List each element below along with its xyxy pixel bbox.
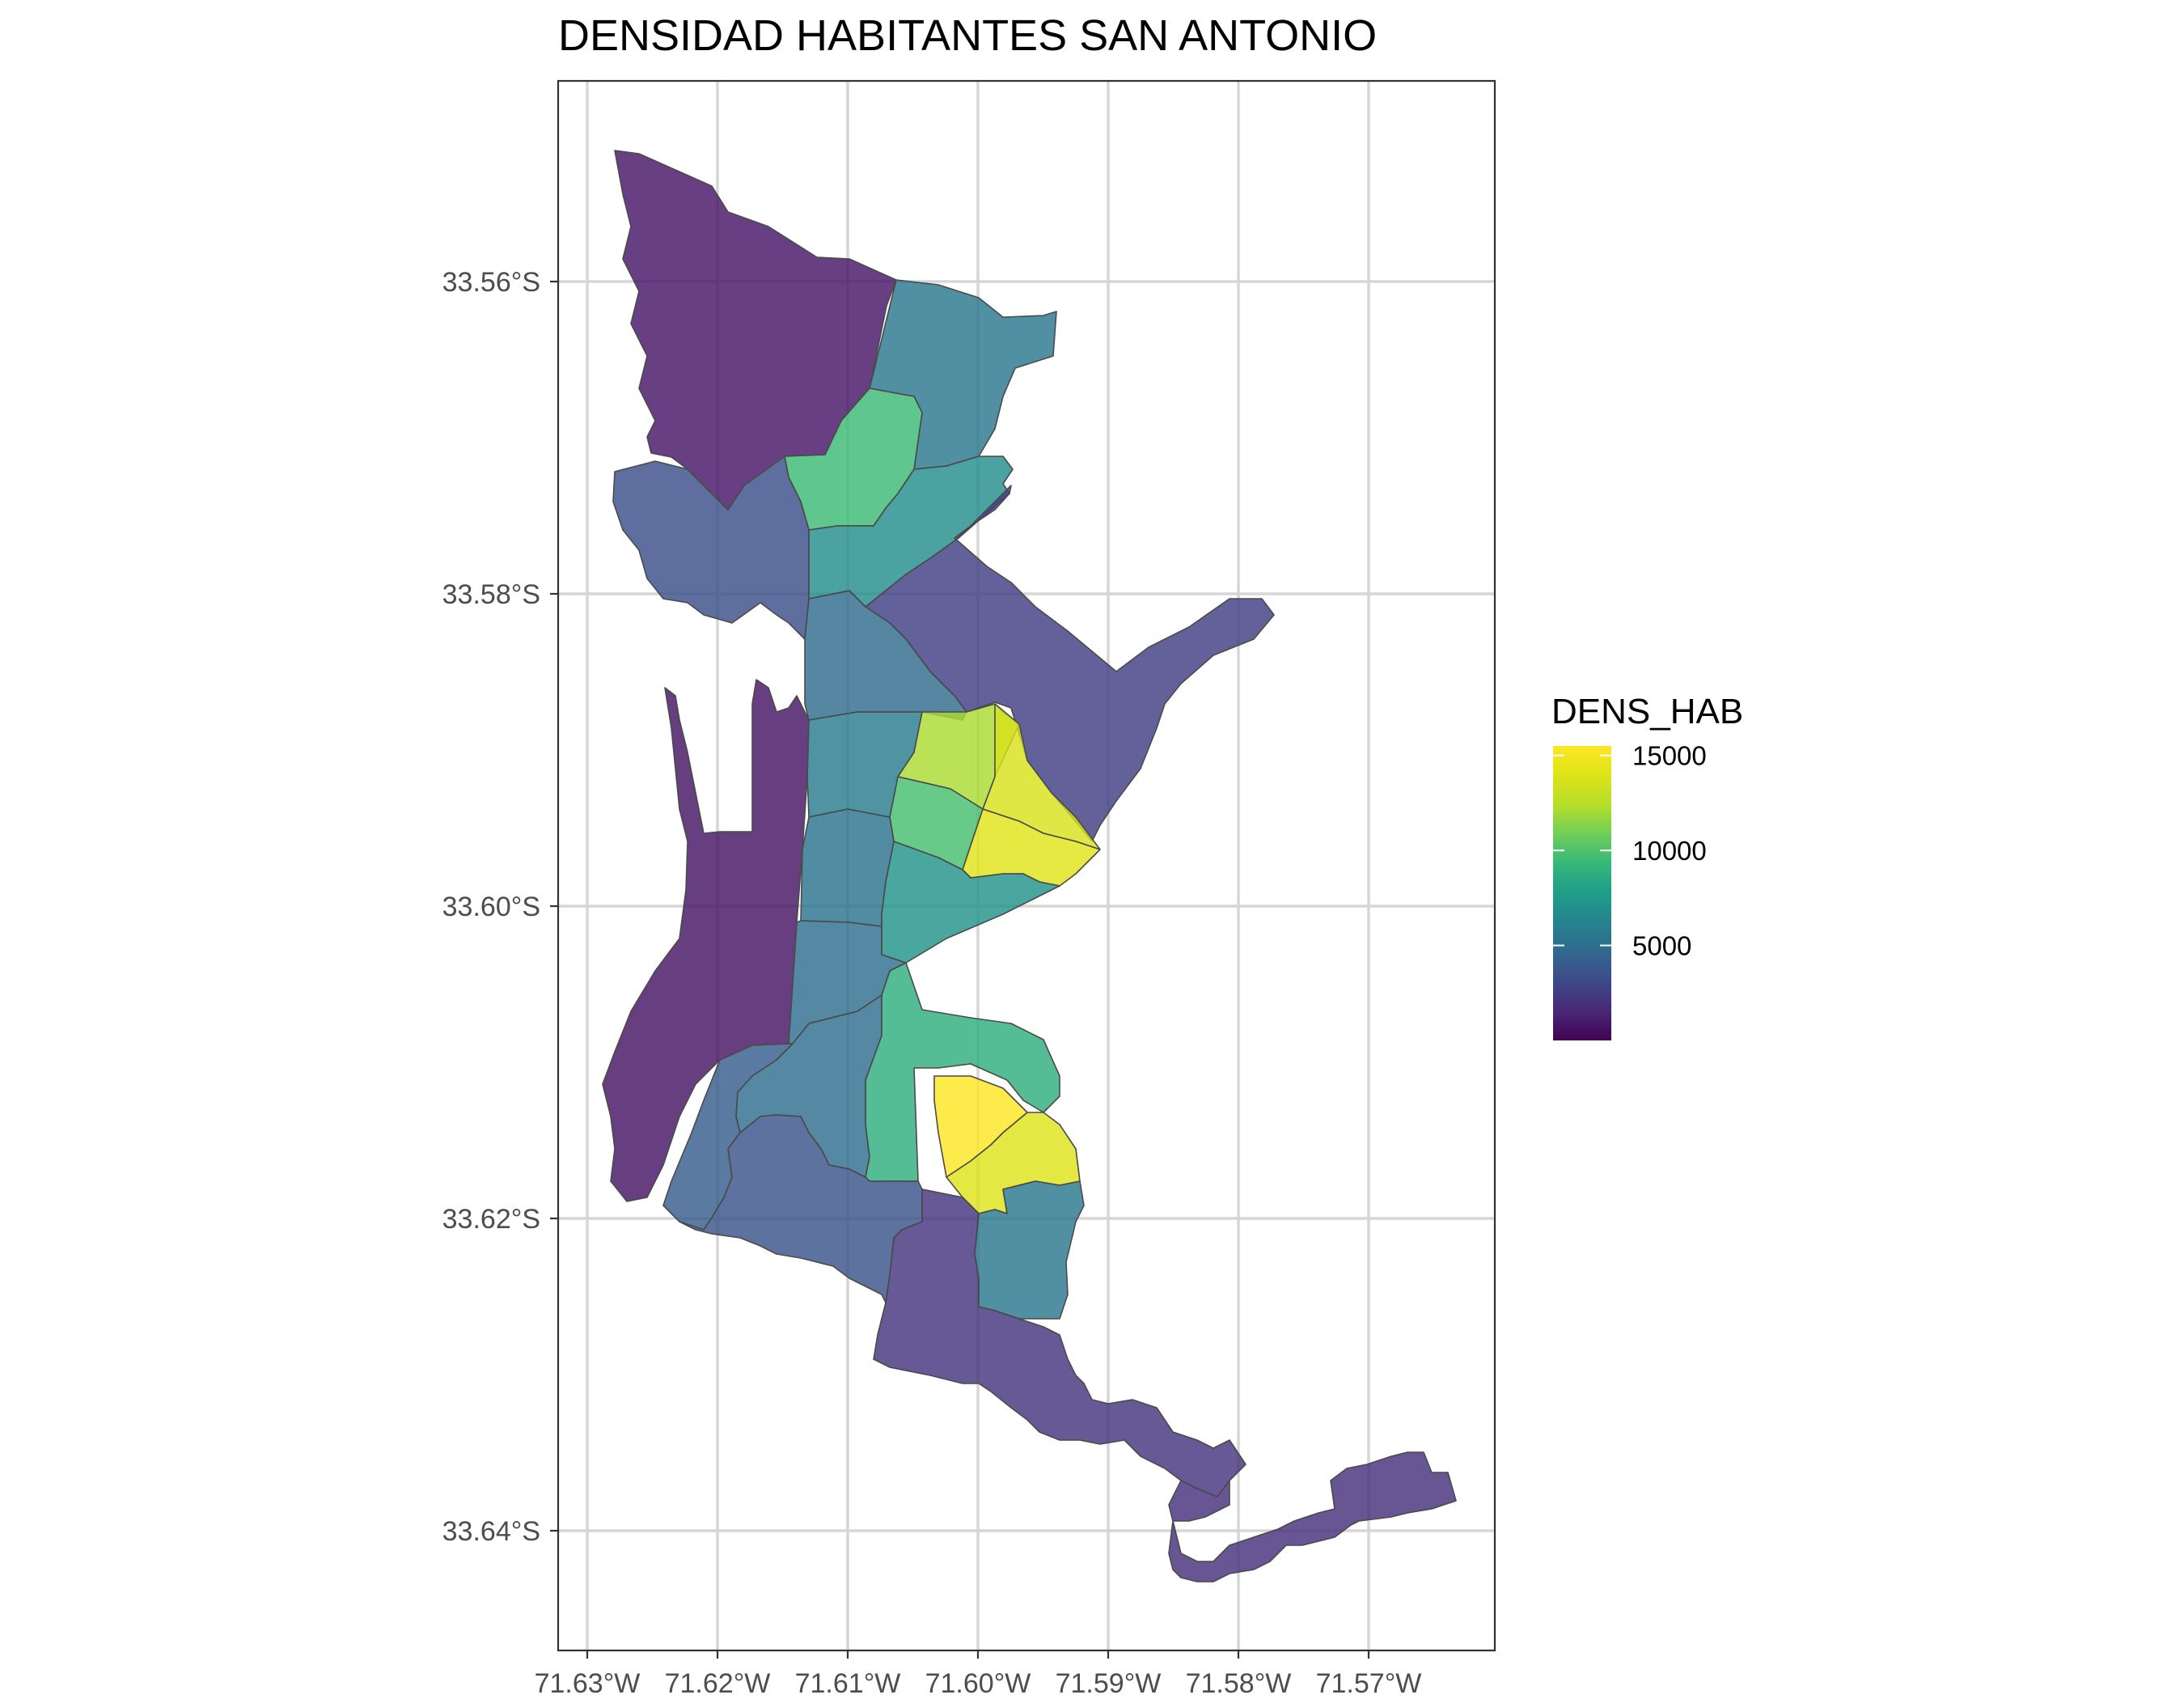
district-centre-strip-south: [800, 808, 895, 927]
y-tick-label: 33.64°S: [442, 1516, 540, 1547]
x-tick-label: 71.58°W: [1186, 1668, 1292, 1699]
x-tick-label: 71.63°W: [535, 1668, 641, 1699]
x-tick-label: 71.60°W: [925, 1668, 1031, 1699]
y-axis: 33.56°S 33.58°S 33.60°S 33.62°S 33.64°S: [442, 267, 558, 1547]
panel-border: [557, 79, 1496, 1652]
x-axis: 71.63°W 71.62°W 71.61°W 71.60°W 71.59°W …: [535, 1650, 1422, 1699]
x-tick-label: 71.61°W: [795, 1668, 901, 1699]
map-title: DENSIDAD HABITANTES SAN ANTONIO: [558, 11, 1377, 60]
district-far-south: [1168, 1451, 1457, 1582]
y-tick-label: 33.56°S: [442, 267, 540, 298]
y-tick-label: 33.60°S: [442, 892, 540, 922]
district-south-east-band: [865, 962, 1060, 1182]
legend-ticks: 15000 10000 5000: [1553, 741, 1707, 961]
plot-panel: [557, 79, 1496, 1652]
y-tick-label: 33.58°S: [442, 579, 540, 610]
x-tick-label: 71.59°W: [1056, 1668, 1162, 1699]
legend-tick-label: 10000: [1632, 836, 1707, 866]
x-tick-label: 71.62°W: [665, 1668, 771, 1699]
x-tick-label: 71.57°W: [1316, 1668, 1422, 1699]
legend-colorbar: [1553, 746, 1611, 1040]
legend-tick-label: 5000: [1632, 931, 1691, 961]
legend-title: DENS_HAB: [1551, 692, 1743, 731]
districts: [602, 150, 1457, 1582]
district-river-valley: [873, 1188, 1246, 1498]
legend-tick-label: 15000: [1632, 741, 1707, 771]
district-centre-south: [881, 841, 1060, 964]
legend: DENS_HAB 15000 10000 5000: [1551, 692, 1743, 1040]
y-tick-label: 33.62°S: [442, 1204, 540, 1235]
